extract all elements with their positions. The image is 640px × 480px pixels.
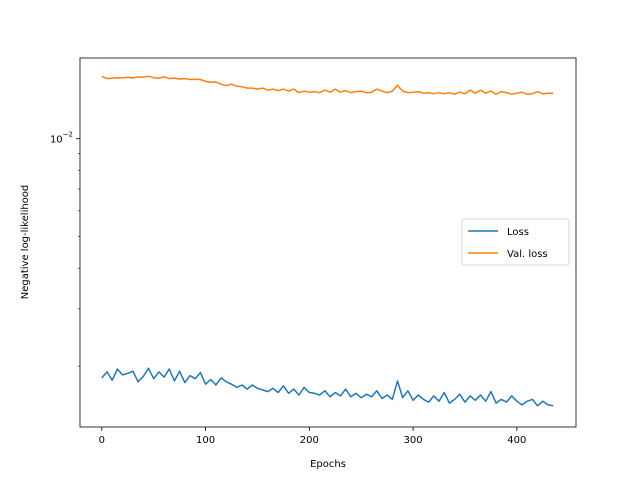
x-tick-label: 300 [404, 435, 423, 446]
x-tick-label: 200 [300, 435, 319, 446]
y-axis-label: Negative log-likelihood [20, 185, 31, 300]
series-line-val-loss [101, 75, 554, 95]
x-axis-label: Epochs [310, 459, 346, 470]
y-axis-ticks: 10−2 [50, 131, 80, 367]
plot-frame [79, 57, 577, 428]
x-tick-label: 0 [99, 435, 105, 446]
legend-label-val-loss: Val. loss [507, 249, 548, 260]
x-tick-label: 400 [507, 435, 526, 446]
y-tick-label: 10−2 [50, 131, 73, 146]
series-line-loss [101, 367, 554, 407]
x-tick-label: 100 [196, 435, 215, 446]
x-axis-ticks: 0 100 200 300 400 [99, 427, 526, 446]
legend: Loss Val. loss [461, 218, 570, 266]
legend-label-loss: Loss [507, 227, 529, 238]
series-layer [101, 75, 554, 407]
